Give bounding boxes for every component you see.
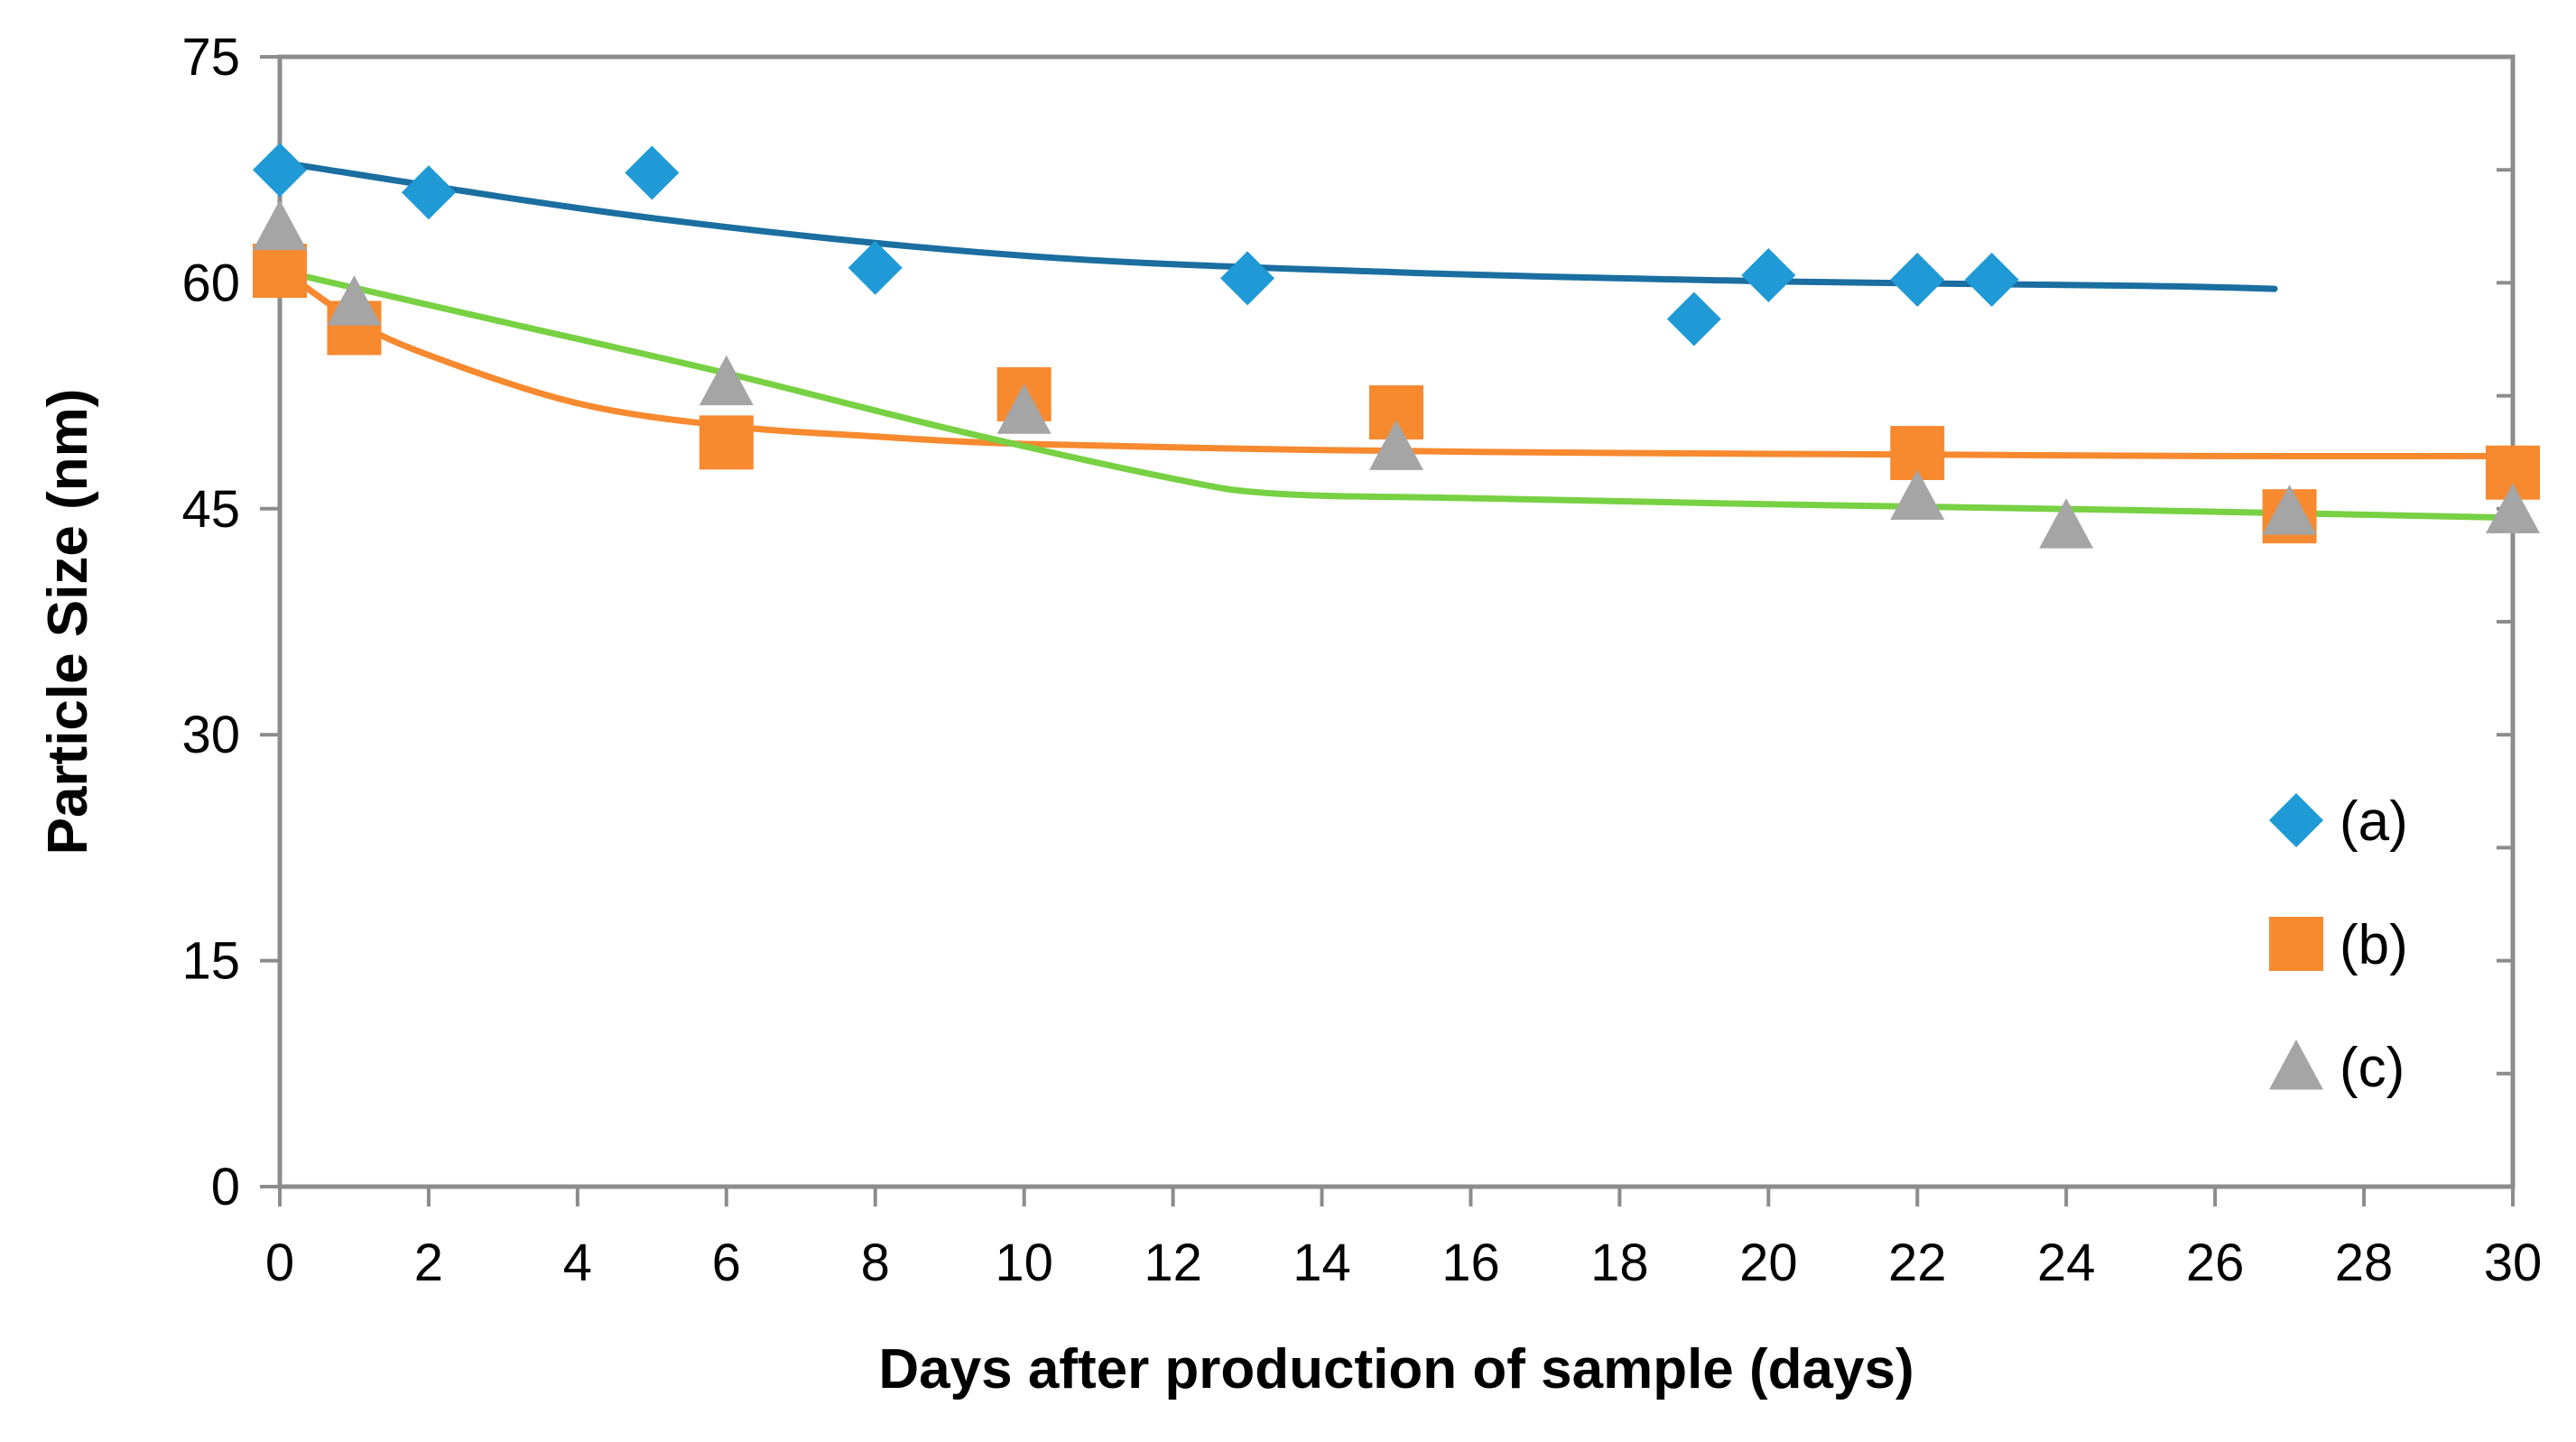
trendline-series-1 <box>276 264 2516 460</box>
data-point-series-2 <box>1369 420 1423 470</box>
legend-label-1: (b) <box>2340 914 2408 976</box>
y-tick-label: 15 <box>181 932 240 991</box>
data-point-series-2 <box>699 355 754 406</box>
y-axis: 0 15 30 45 60 75 <box>181 28 2513 1216</box>
data-point-series-2 <box>327 275 382 326</box>
x-tick-label: 2 <box>414 1234 443 1292</box>
data-point-series-2 <box>2486 483 2540 533</box>
legend-marker-0 <box>2269 793 2323 847</box>
x-tick-label: 4 <box>563 1234 592 1292</box>
legend-marker-1 <box>2269 917 2323 971</box>
data-point-series-0 <box>1666 291 1721 347</box>
x-axis: 0 2 4 6 8 10 12 14 16 18 20 22 24 26 28 30 <box>265 1187 2542 1292</box>
data-point-series-2 <box>1890 469 1945 520</box>
x-tick-label: 0 <box>265 1234 294 1292</box>
legend: (a) (b) (c) <box>2269 790 2408 1099</box>
legend-marker-2 <box>2269 1040 2323 1090</box>
trendline-series-0 <box>276 159 2278 292</box>
x-axis-title: Days after production of sample (days) <box>878 1338 1913 1400</box>
x-tick-label: 14 <box>1293 1234 1351 1292</box>
x-tick-label: 22 <box>1888 1234 1947 1292</box>
y-tick-label: 45 <box>181 480 240 539</box>
y-tick-label: 30 <box>181 706 240 764</box>
y-tick-label: 60 <box>181 254 240 312</box>
data-point-series-0 <box>1741 248 1796 303</box>
x-tick-label: 24 <box>2037 1234 2096 1292</box>
data-point-series-2 <box>253 199 307 251</box>
y-tick-label: 75 <box>181 28 240 87</box>
x-tick-label: 28 <box>2335 1234 2394 1292</box>
data-point-series-1 <box>253 244 307 299</box>
x-tick-label: 30 <box>2484 1234 2543 1292</box>
data-point-series-2 <box>2039 498 2094 549</box>
data-point-series-0 <box>848 240 903 295</box>
x-tick-label: 8 <box>861 1234 890 1292</box>
x-tick-label: 26 <box>2186 1234 2245 1292</box>
y-axis-title: Particle Size (nm) <box>37 389 99 855</box>
data-point-series-2 <box>996 384 1052 434</box>
data-point-series-0 <box>401 165 456 220</box>
x-tick-label: 12 <box>1144 1234 1202 1292</box>
data-point-series-1 <box>699 415 754 470</box>
x-tick-label: 6 <box>712 1234 741 1292</box>
data-point-series-0 <box>1220 251 1275 306</box>
y-tick-label: 0 <box>211 1158 240 1216</box>
legend-label-0: (a) <box>2340 790 2408 853</box>
data-markers <box>253 143 2540 549</box>
x-tick-label: 16 <box>1441 1234 1500 1292</box>
data-point-series-2 <box>2262 485 2317 535</box>
legend-label-2: (c) <box>2340 1037 2405 1099</box>
data-point-series-0 <box>1890 253 1945 308</box>
data-point-series-0 <box>625 145 680 200</box>
data-point-series-0 <box>253 143 307 198</box>
data-point-series-0 <box>1964 253 2019 308</box>
x-tick-label: 10 <box>995 1234 1053 1292</box>
x-tick-label: 18 <box>1590 1234 1649 1292</box>
x-tick-label: 20 <box>1739 1234 1798 1292</box>
